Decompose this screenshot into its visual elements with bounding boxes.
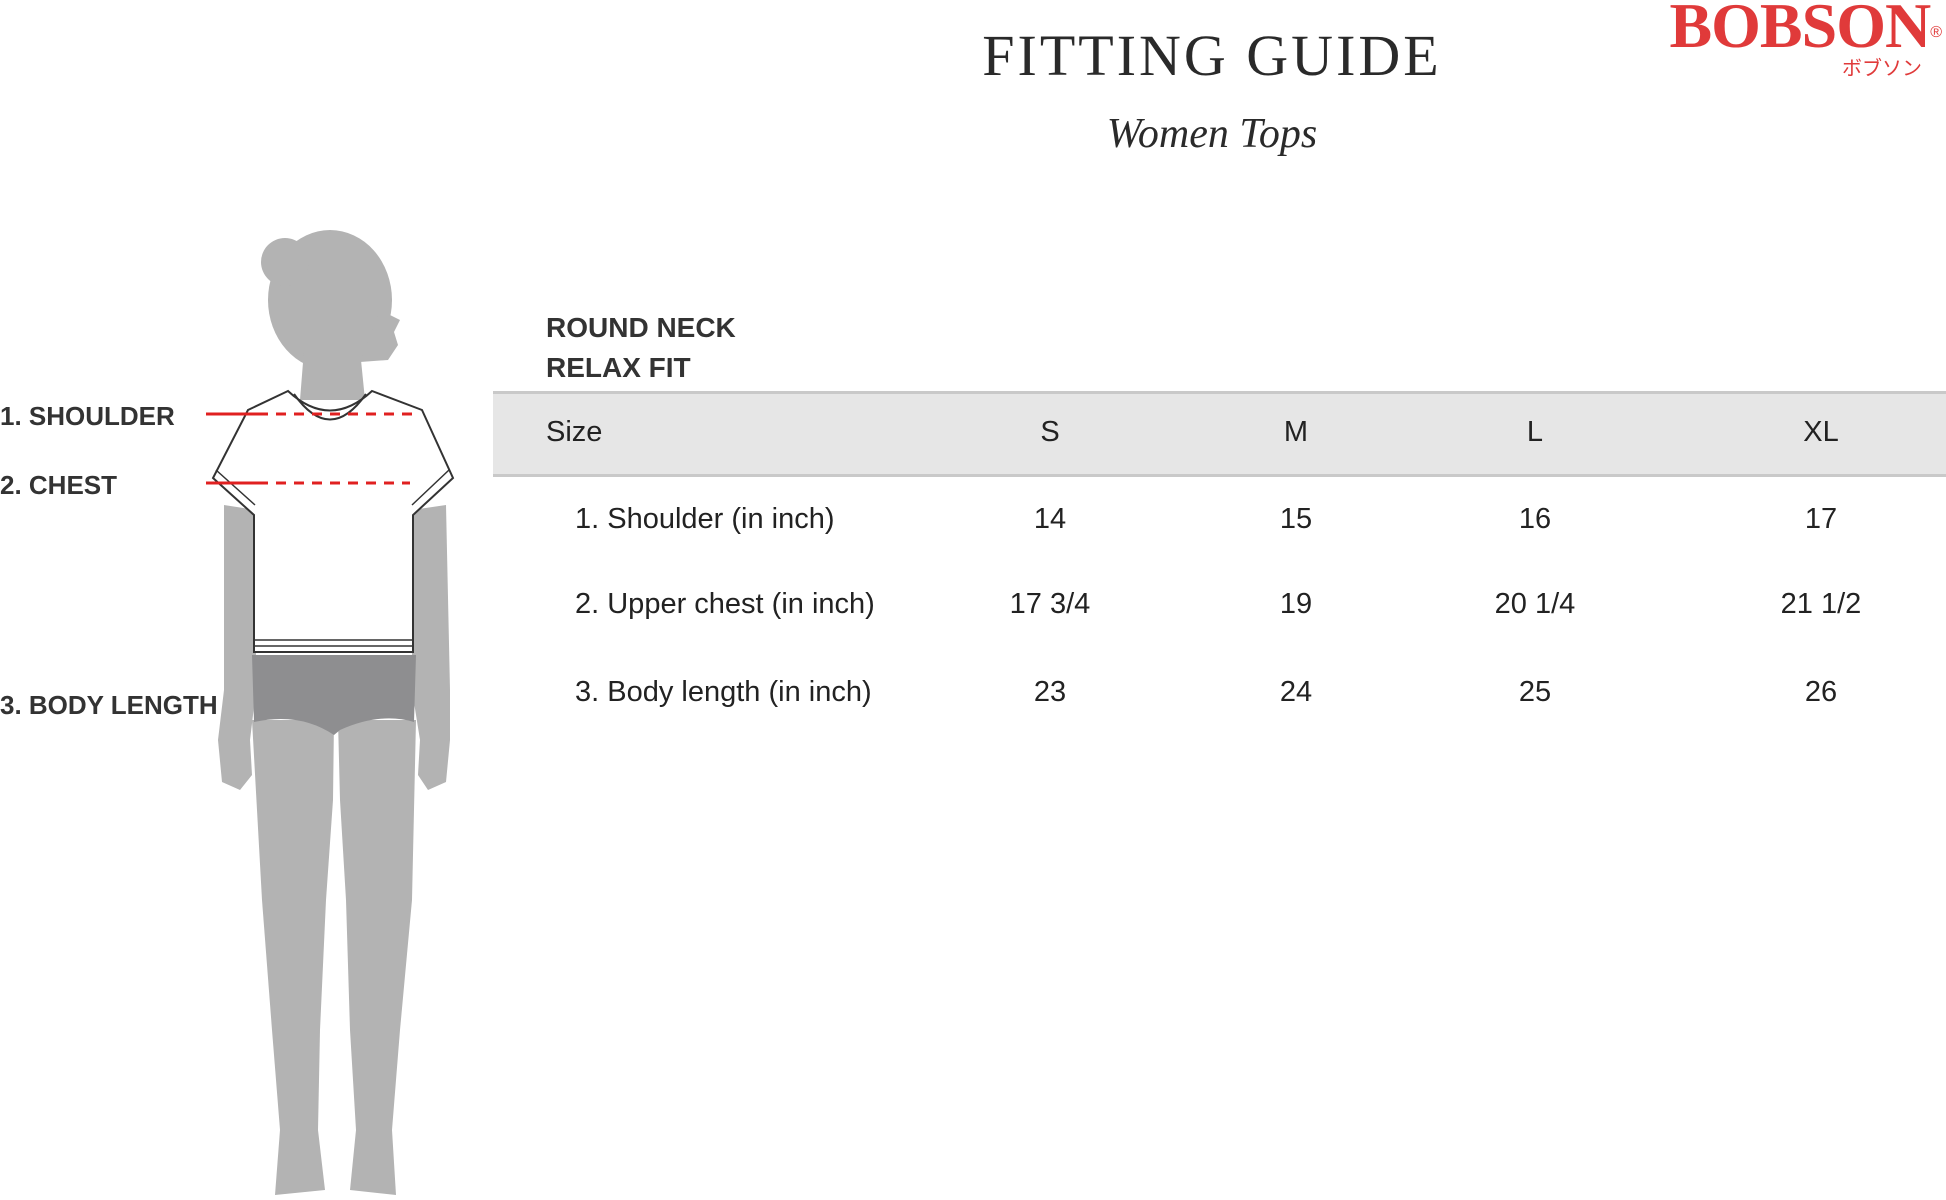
size-s: S	[1040, 416, 1060, 448]
brand-name: BOBSON	[1669, 0, 1931, 61]
body-silhouette	[218, 230, 450, 1195]
style-neck: ROUND NECK	[546, 312, 736, 343]
row-label: 1. Shoulder (in inch)	[575, 503, 835, 535]
cell: 26	[1804, 676, 1838, 708]
cell: 17 3/4	[1009, 588, 1091, 620]
label-chest: 2. CHEST	[0, 470, 118, 500]
cell: 14	[1033, 503, 1067, 535]
cell: 15	[1279, 503, 1313, 535]
measure-lines	[206, 412, 413, 485]
cell: 24	[1279, 676, 1313, 708]
cell: 21 1/2	[1780, 588, 1862, 620]
cell: 23	[1033, 676, 1067, 708]
cell: 20 1/4	[1494, 588, 1576, 620]
row-label: 2. Upper chest (in inch)	[575, 588, 875, 620]
size-header: Size	[546, 416, 603, 448]
registered-mark: ®	[1930, 24, 1942, 41]
brand-katakana: ボブソン	[1842, 56, 1922, 80]
page-subtitle: Women Tops	[1106, 111, 1318, 157]
cell: 19	[1279, 588, 1313, 620]
cell: 16	[1518, 503, 1552, 535]
cell: 17	[1804, 503, 1838, 535]
size-xl: XL	[1803, 416, 1839, 448]
label-shoulder: 1. SHOULDER	[0, 401, 175, 431]
size-l: L	[1526, 416, 1544, 448]
table-header-band	[493, 391, 1946, 477]
row-label: 3. Body length (in inch)	[575, 676, 872, 708]
cell: 25	[1518, 676, 1552, 708]
size-m: M	[1283, 416, 1309, 448]
label-body-length: 3. BODY LENGTH	[0, 690, 218, 720]
page-title: FITTING GUIDE	[982, 23, 1442, 88]
style-fit: RELAX FIT	[546, 352, 691, 383]
brand-logo: BOBSON® ボブソン	[1669, 0, 1942, 81]
model-figure	[206, 230, 455, 1195]
shorts	[252, 655, 416, 735]
